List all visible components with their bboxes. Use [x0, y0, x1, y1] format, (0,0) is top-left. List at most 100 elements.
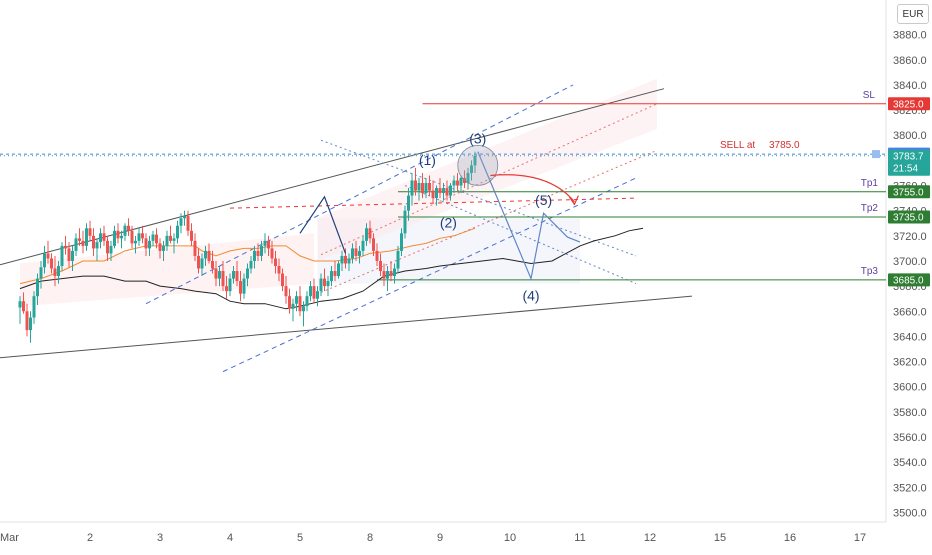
- candle-body: [36, 278, 39, 297]
- wave-label: (4): [522, 288, 539, 304]
- candle-body: [218, 271, 221, 279]
- candle-body: [333, 271, 337, 277]
- candle-body: [204, 250, 207, 259]
- down-channel-lower: [404, 185, 637, 285]
- candle-body: [340, 255, 344, 264]
- candle-body: [449, 185, 452, 196]
- price-tick-label: 3660.0: [893, 306, 927, 318]
- candle-body: [50, 258, 53, 269]
- candle-body: [78, 238, 81, 241]
- price-tick-label: 3700.0: [893, 256, 927, 268]
- candle-body: [235, 271, 239, 282]
- tp3-price-tag: [888, 273, 930, 287]
- candle-body: [221, 271, 225, 287]
- candle-body: [407, 195, 410, 211]
- candle-body: [267, 240, 270, 249]
- price-tick-label: 3520.0: [893, 482, 927, 494]
- wave-label: (5): [535, 192, 552, 208]
- time-tick-label: 12: [644, 532, 656, 544]
- candle-body: [431, 190, 435, 199]
- candle-body: [179, 218, 183, 226]
- time-tick-label: Mar: [0, 532, 19, 544]
- candle-body: [358, 250, 361, 256]
- candle-body: [127, 225, 130, 231]
- candle-body: [148, 240, 151, 249]
- candle-body: [249, 260, 253, 269]
- candle-body: [74, 238, 78, 251]
- time-tick-label: 4: [227, 532, 233, 544]
- wave-label: (3): [469, 131, 486, 147]
- candle-body: [435, 188, 438, 199]
- candle-body: [312, 286, 316, 299]
- price-tick-label: 3580.0: [893, 407, 927, 419]
- candle-body: [32, 296, 36, 318]
- candle-body: [417, 183, 421, 191]
- candle-body: [382, 271, 386, 279]
- candle-body: [151, 234, 155, 241]
- sell-price-label: 3785.0: [769, 140, 800, 151]
- candle-body: [186, 215, 190, 231]
- candle-body: [53, 268, 57, 277]
- candle-body: [410, 180, 414, 196]
- candle-body: [375, 250, 379, 261]
- candle-body: [274, 258, 277, 266]
- candle-body: [459, 177, 463, 186]
- candle-body: [176, 225, 179, 239]
- candle-body: [169, 235, 172, 241]
- wave-3-highlight-circle: [457, 145, 499, 186]
- candle-body: [452, 180, 456, 186]
- candle-body: [277, 266, 281, 274]
- price-tick-label: 3620.0: [893, 357, 927, 369]
- time-tick-label: 17: [854, 532, 866, 544]
- candle-body: [193, 240, 197, 256]
- candle-body: [92, 235, 95, 249]
- tp3-label: Tp3: [861, 266, 879, 277]
- candle-body: [67, 248, 71, 261]
- candle-body: [134, 240, 137, 244]
- candle-body: [319, 278, 323, 292]
- candle-body: [200, 258, 204, 269]
- candle-body: [295, 296, 298, 304]
- candle-body: [326, 281, 330, 287]
- sl-price-value: 3825.0: [893, 99, 924, 110]
- candle-body: [106, 240, 109, 254]
- time-tick-label: 3: [157, 532, 163, 544]
- candle-body: [400, 233, 403, 251]
- prior-wave-path: [299, 195, 347, 254]
- candle-body: [57, 266, 60, 277]
- candle-body: [330, 271, 333, 282]
- candle-body: [60, 245, 64, 266]
- candle-body: [253, 250, 256, 261]
- candle-body: [141, 233, 144, 239]
- channel-lower-dashed: [222, 177, 637, 373]
- candle-body: [403, 210, 407, 234]
- candle-body: [288, 296, 291, 309]
- price-tick-label: 3860.0: [893, 55, 927, 67]
- candle-body: [372, 238, 375, 251]
- candle-body: [29, 317, 32, 331]
- candle-body: [155, 234, 158, 244]
- price-tags: 3825.03785.03783.721:543755.03735.03685.…: [872, 97, 930, 287]
- price-tick-label: 3640.0: [893, 331, 927, 343]
- candle-body: [130, 230, 134, 244]
- tp3-price-value: 3685.0: [893, 275, 924, 286]
- candle-body: [281, 273, 284, 287]
- tp1-price-value: 3755.0: [893, 187, 924, 198]
- candle-body: [207, 250, 211, 261]
- candle-body: [239, 281, 242, 294]
- candle-body: [242, 278, 246, 294]
- current-price-tag: [888, 149, 930, 176]
- annotations: (1) (2) (3) (4) (5) SL Tp1 Tp2 Tp3 SELL at 3785.0: [419, 90, 879, 304]
- candle-body: [396, 250, 400, 269]
- time-tick-label: 15: [714, 532, 726, 544]
- currency-selector[interactable]: EUR: [897, 4, 929, 24]
- horizontal-levels: [0, 103, 886, 281]
- candle-body: [214, 268, 218, 279]
- candle-body: [232, 271, 235, 279]
- candle-body: [456, 180, 459, 186]
- wave-label: (2): [440, 215, 457, 231]
- candle-body: [291, 303, 295, 309]
- candle-body: [354, 248, 358, 256]
